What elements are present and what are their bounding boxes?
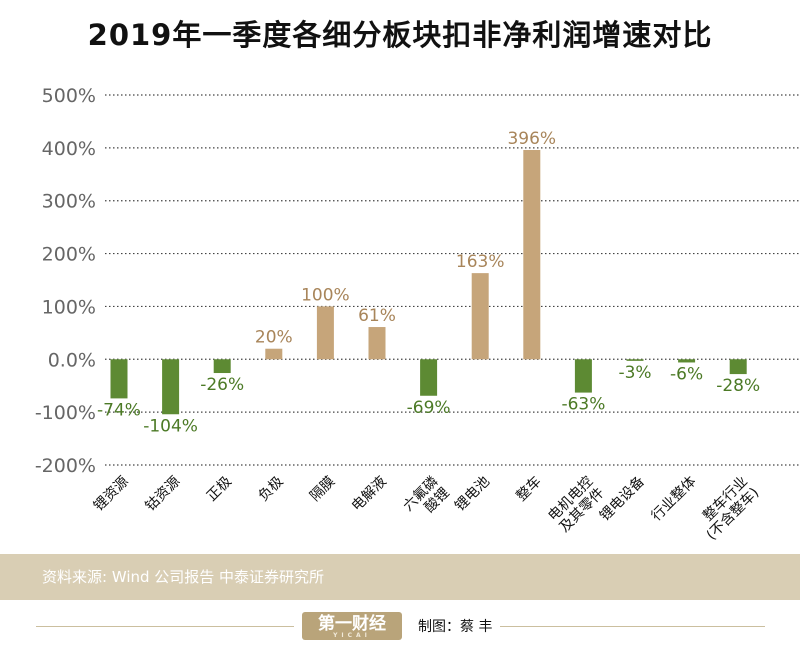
bar-4 (316, 306, 334, 360)
x-label-1: 钴资源 (142, 474, 183, 515)
x-label-8: 整车 (513, 473, 545, 505)
bars (110, 149, 747, 415)
x-label-5: 电解液 (349, 474, 390, 515)
data-label-7: 163% (456, 252, 505, 272)
data-label-6: -69% (407, 398, 451, 418)
y-tick-label: 0.0% (48, 349, 96, 371)
bar-11 (678, 359, 696, 363)
x-label-line: 整车 (513, 473, 545, 505)
bar-10 (626, 359, 644, 361)
bar-2 (213, 359, 231, 374)
y-tick-label: 300% (42, 191, 96, 213)
y-tick-label: 100% (42, 296, 96, 318)
x-label-line: 隔膜 (307, 474, 338, 505)
bar-7 (471, 273, 489, 360)
source-bar: 资料来源: Wind 公司报告 中泰证券研究所 (0, 554, 800, 600)
x-label-line: 正极 (204, 474, 235, 505)
x-label-0: 锂资源 (91, 474, 132, 515)
x-label-line: 负极 (256, 474, 287, 505)
bar-9 (574, 359, 592, 393)
footer-divider-right (500, 626, 765, 627)
x-label-11: 行业整体 (649, 474, 700, 525)
bar-5 (368, 327, 386, 360)
x-label-3: 负极 (256, 474, 287, 505)
footer: 第一财经 YICAI 制图：蔡 丰 (0, 600, 800, 654)
x-label-line: 钴资源 (142, 474, 183, 515)
y-axis-ticks: 500% 400% 300% 200% 100% 0.0% -100% -200% (35, 85, 96, 477)
x-label-4: 隔膜 (307, 474, 338, 505)
data-label-4: 100% (301, 285, 350, 305)
data-label-3: 20% (255, 328, 293, 348)
y-tick-label: 400% (42, 138, 96, 160)
x-label-12: 整车行业(不含整车) (699, 473, 762, 544)
yicai-logo: 第一财经 YICAI (302, 612, 402, 640)
bar-chart: 500%400%300%200%100%0.0%-100%-200% -74%-… (35, 85, 800, 544)
grid-lines (105, 94, 800, 466)
source-text: 资料来源: Wind 公司报告 中泰证券研究所 (42, 568, 325, 586)
logo-text: 第一财经 (318, 614, 386, 634)
data-label-11: -6% (670, 364, 703, 384)
y-tick-label: 500% (42, 85, 96, 107)
bar-0 (110, 359, 128, 399)
x-label-line: 电解液 (349, 474, 390, 515)
y-tick-label: 200% (42, 244, 96, 266)
data-label-0: -74% (97, 400, 141, 420)
chart-credit: 制图：蔡 丰 (418, 619, 493, 635)
data-label-5: 61% (358, 306, 396, 326)
bar-1 (162, 359, 180, 415)
bar-6 (420, 359, 438, 396)
data-label-1: -104% (143, 416, 198, 436)
y-tick-label: -200% (35, 455, 96, 477)
data-label-9: -63% (561, 395, 605, 415)
data-label-8: 396% (507, 129, 556, 149)
x-label-line: 锂资源 (91, 474, 132, 515)
x-label-7: 锂电池 (452, 474, 493, 515)
data-label-2: -26% (200, 375, 244, 395)
x-label-line: 行业整体 (649, 474, 700, 525)
x-label-2: 正极 (204, 474, 235, 505)
data-label-10: -3% (618, 363, 651, 383)
data-label-12: -28% (716, 376, 760, 396)
bar-3 (265, 348, 283, 360)
bar-8 (523, 149, 541, 360)
logo-subtext: YICAI (333, 632, 371, 639)
data-labels: -74%-104%-26%20%100%61%-69%163%396%-63%-… (97, 129, 760, 436)
chart-title: 2019年一季度各细分板块扣非净利润增速对比 (87, 18, 713, 52)
y-tick-label: -100% (35, 402, 96, 424)
footer-divider-left (36, 626, 294, 627)
x-label-line: 锂电池 (452, 474, 493, 515)
bar-12 (729, 359, 747, 375)
